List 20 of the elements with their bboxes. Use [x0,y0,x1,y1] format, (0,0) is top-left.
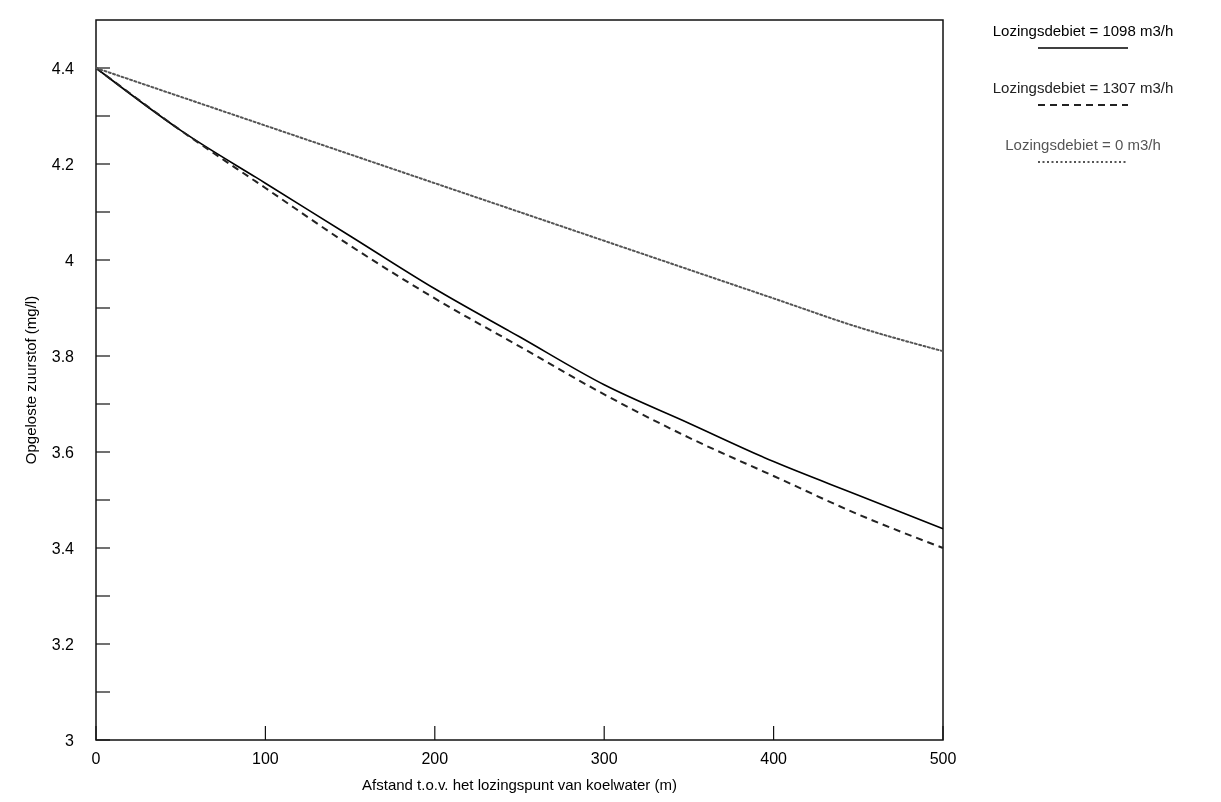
text: Lozingsdebiet = 0 m3/h [1005,136,1161,153]
x-tick-label: 0 [91,750,101,767]
y-axis-title: Opgeloste zuurstof (mg/l) [22,295,39,465]
x-tick-label: 500 [929,750,957,767]
y-tick-label: 4 [65,251,75,269]
text: Lozingsdebiet = 1307 m3/h [992,79,1174,96]
x-axis-title: Afstand t.o.v. het lozingspunt van koelwater (m) [362,776,677,793]
y-tick-label: 3 [65,731,75,749]
x-tick-label: 100 [252,750,279,767]
x-tick-label: 400 [760,750,788,767]
y-tick-label: 4.4 [51,59,75,77]
y-tick-label: 3.2 [51,635,75,653]
y-tick-label: 4.2 [51,155,75,173]
x-tick-label: 200 [421,750,449,767]
y-tick-label: 3.6 [51,443,75,461]
text: Lozingsdebiet = 1098 m3/h [992,22,1174,39]
line-series [95,67,944,353]
x-tick-label: 300 [590,750,618,767]
y-tick-label: 3.8 [51,347,75,365]
y-tick-label: 3.4 [51,539,75,557]
